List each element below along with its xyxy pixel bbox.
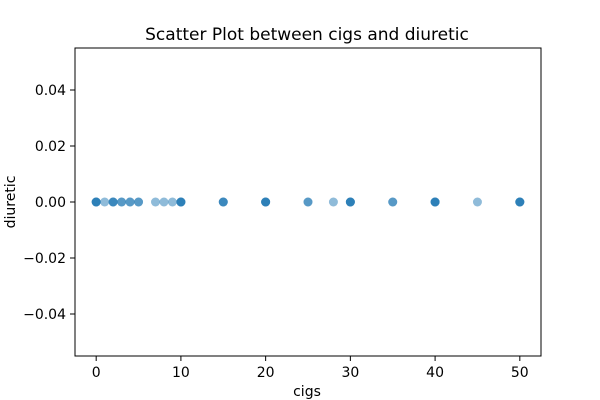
y-tick-label: 0.00	[35, 195, 66, 211]
scatter-point	[150, 197, 160, 207]
scatter-point	[159, 197, 169, 207]
x-tick-label: 50	[511, 365, 529, 381]
x-tick-label: 40	[426, 365, 444, 381]
scatter-point	[176, 197, 186, 207]
x-tick-label: 20	[257, 365, 275, 381]
plot-area-frame	[74, 47, 542, 357]
scatter-point	[108, 197, 118, 207]
scatter-point	[125, 197, 135, 207]
scatter-point	[100, 197, 110, 207]
scatter-point	[167, 197, 177, 207]
y-tick-label: 0.02	[35, 139, 66, 155]
scatter-point	[328, 197, 338, 207]
x-tick-label: 0	[92, 365, 101, 381]
scatter-point	[430, 197, 440, 207]
y-axis-label: diuretic	[3, 176, 19, 229]
data-points	[91, 197, 525, 207]
y-tick-label: −0.04	[23, 307, 66, 323]
scatter-point	[218, 197, 228, 207]
scatter-point	[303, 197, 313, 207]
scatter-point	[388, 197, 398, 207]
axis-ticks: 0 10 20 30 40 50 0.04 0.02 0.00 −0.02 −0.04	[23, 83, 529, 381]
chart-title: Scatter Plot between cigs and diuretic	[145, 25, 469, 45]
y-tick-label: −0.02	[23, 251, 66, 267]
y-tick-label: 0.04	[35, 83, 66, 99]
scatter-point	[345, 197, 355, 207]
scatter-point	[515, 197, 525, 207]
scatter-point	[91, 197, 101, 207]
x-tick-label: 10	[172, 365, 190, 381]
scatter-point	[472, 197, 482, 207]
scatter-point	[134, 197, 144, 207]
scatter-point	[117, 197, 127, 207]
x-tick-label: 30	[341, 365, 359, 381]
scatter-point	[261, 197, 271, 207]
x-axis-label: cigs	[293, 384, 321, 400]
